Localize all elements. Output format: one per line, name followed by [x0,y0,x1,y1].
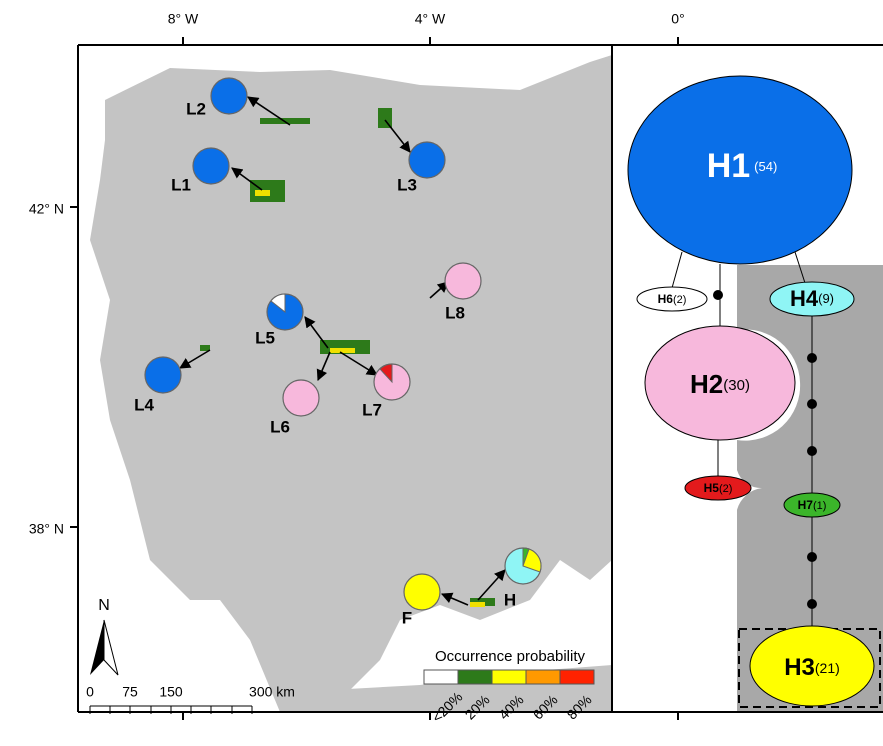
shape-circle [404,574,440,610]
lat-label: 42° N [29,201,64,217]
site-label: L4 [134,395,154,414]
site-label: L8 [445,303,465,322]
node-count: (54) [754,159,777,174]
node-count: (21) [815,660,840,676]
shape-circle [807,552,817,562]
node-count: (9) [818,291,834,306]
node-id: H1 [707,147,750,185]
shape-circle [807,599,817,609]
lon-label: 4° W [415,11,446,27]
lon-label: 0° [671,11,684,27]
shape-circle [807,399,817,409]
group [424,670,594,684]
shape-rect [424,670,458,684]
node-id: H2 [690,369,723,399]
shape-rect [492,670,526,684]
shape-rect [255,190,270,196]
lat-label: 38° N [29,521,64,537]
figure: 8° W 4° W 0° 42° N 38° N L2 L1 L3 L4 L5 … [0,0,883,746]
node-label: H5(2) [704,481,733,495]
node-count: (2) [719,483,732,495]
scale-label: 0 [86,684,94,700]
node-count: (1) [813,500,826,512]
shape-rect [560,670,594,684]
site-label: F [402,608,412,627]
scale-label: 300 km [249,684,295,700]
north-label: N [98,597,110,614]
shape-circle [193,148,229,184]
shape-circle [713,290,723,300]
shape-rect [470,602,485,607]
site-label: H [504,590,516,609]
scale-label: 150 [159,684,183,700]
node-id: H4 [790,286,819,311]
shape-circle [409,142,445,178]
node-label: H7(1) [798,498,827,512]
node-count: (2) [673,294,686,306]
node-label: H6(2) [658,292,687,306]
site-label: L6 [270,417,290,436]
node-id: H5 [704,481,720,495]
shape-circle [445,263,481,299]
shape-circle [807,446,817,456]
page: 8° W 4° W 0° 42° N 38° N L2 L1 L3 L4 L5 … [0,0,883,746]
site-label: L2 [186,99,206,118]
shape-circle [283,380,319,416]
node-count: (30) [723,377,750,394]
shape-circle [145,357,181,393]
shape-rect [330,348,355,353]
site-label: L3 [397,175,417,194]
site-label: L1 [171,175,191,194]
shape-circle [807,353,817,363]
site-label: L5 [255,328,275,347]
node-id: H6 [658,292,674,306]
shape-circle [211,78,247,114]
shape-rect [526,670,560,684]
legend-title: Occurrence probability [435,648,586,665]
lon-label: 8° W [168,11,199,27]
node-id: H7 [798,498,814,512]
shape-rect [458,670,492,684]
node-id: H3 [784,654,815,681]
site-label: L7 [362,400,382,419]
scale-label: 75 [122,684,138,700]
